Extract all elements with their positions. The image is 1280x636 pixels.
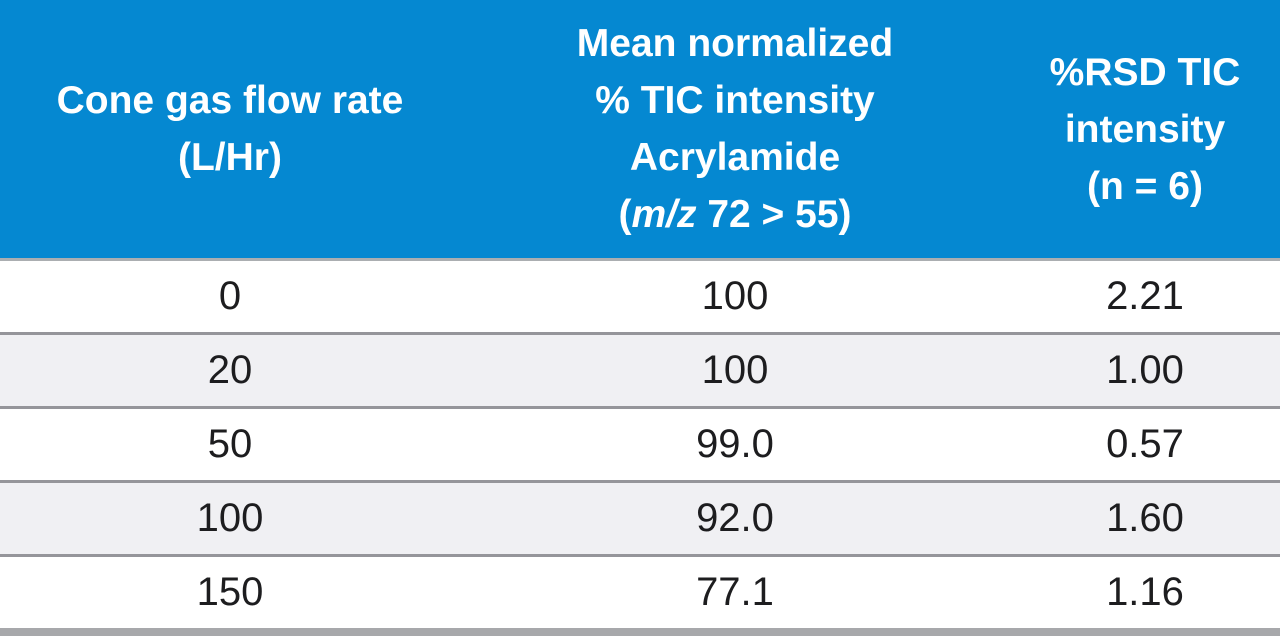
header-line: Mean normalized <box>576 22 894 65</box>
header-line: (L/Hr) <box>178 136 282 179</box>
column-header-cone-gas-flow-rate: Cone gas flow rate (L/Hr) <box>0 0 460 261</box>
cell-rsd: 1.16 <box>1010 554 1280 628</box>
header-row: Cone gas flow rate (L/Hr) Mean normalize… <box>0 0 1280 261</box>
header-line: % TIC intensity <box>595 79 875 122</box>
header-line-mz-transition: (m/z 72 > 55) <box>460 186 1010 243</box>
table-row: 50 99.0 0.57 <box>0 406 1280 480</box>
header-line: Cone gas flow rate <box>56 79 404 122</box>
header-line: %RSD TIC <box>1049 50 1241 94</box>
table-row: 0 100 2.21 <box>0 261 1280 332</box>
table-row: 150 77.1 1.16 <box>0 554 1280 628</box>
cell-flow-rate: 0 <box>0 261 460 332</box>
cell-mean-tic: 92.0 <box>460 480 1010 554</box>
mz-transition-values: 72 > 55) <box>696 193 852 236</box>
mz-italic: m/z <box>631 193 697 236</box>
column-header-mean-normalized-tic-intensity: Mean normalized % TIC intensity Acrylami… <box>460 0 1010 261</box>
cell-flow-rate: 20 <box>0 332 460 406</box>
cell-rsd: 1.60 <box>1010 480 1280 554</box>
header-line: intensity <box>1064 107 1226 151</box>
mz-paren-open: ( <box>618 193 632 236</box>
cell-rsd: 2.21 <box>1010 261 1280 332</box>
cell-mean-tic: 77.1 <box>460 554 1010 628</box>
table-row: 20 100 1.00 <box>0 332 1280 406</box>
column-header-rsd-tic-intensity: %RSD TIC intensity (n = 6) <box>1010 0 1280 261</box>
header-line: (n = 6) <box>1087 164 1203 208</box>
cell-flow-rate: 150 <box>0 554 460 628</box>
cell-flow-rate: 100 <box>0 480 460 554</box>
cell-rsd: 0.57 <box>1010 406 1280 480</box>
table-row: 100 92.0 1.60 <box>0 480 1280 554</box>
cell-mean-tic: 99.0 <box>460 406 1010 480</box>
header-line: Acrylamide <box>629 136 841 179</box>
cell-mean-tic: 100 <box>460 261 1010 332</box>
cell-flow-rate: 50 <box>0 406 460 480</box>
cell-rsd: 1.00 <box>1010 332 1280 406</box>
cell-mean-tic: 100 <box>460 332 1010 406</box>
